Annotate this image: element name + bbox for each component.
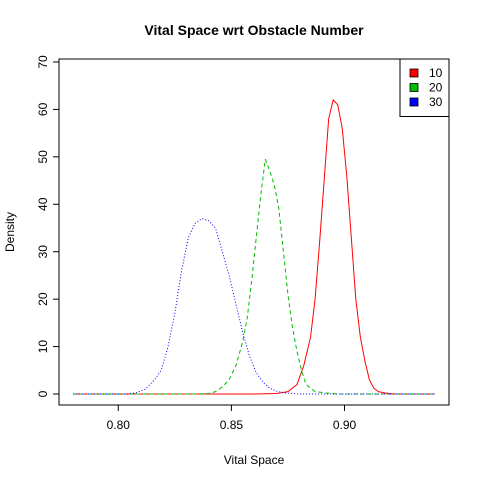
legend-label-10: 10 [429, 66, 443, 80]
x-tick-label: 0.90 [333, 418, 357, 432]
series-line-20 [73, 159, 435, 395]
y-tick-label: 70 [36, 55, 50, 69]
y-axis-label: Density [3, 212, 17, 252]
x-axis-label: Vital Space [224, 453, 285, 467]
legend-swatch-30 [409, 97, 419, 107]
y-axis: 0 10 20 30 40 50 60 70 [36, 55, 60, 397]
x-tick-label: 0.80 [107, 418, 131, 432]
y-tick-label: 60 [36, 102, 50, 116]
legend-swatch-20 [409, 83, 419, 92]
y-tick-label: 40 [36, 197, 50, 211]
series-layer [73, 98, 435, 395]
plot-area-frame [58, 58, 450, 406]
legend-label-20: 20 [429, 81, 443, 95]
legend-label-30: 30 [429, 95, 443, 109]
series-line-10 [73, 98, 435, 395]
chart-title: Vital Space wrt Obstacle Number [144, 22, 364, 38]
legend-swatch-10 [409, 68, 419, 78]
y-tick-label: 0 [36, 390, 50, 397]
x-tick-label: 0.85 [220, 418, 244, 432]
y-tick-label: 10 [36, 340, 50, 354]
y-tick-label: 20 [36, 292, 50, 306]
legend-box [399, 58, 450, 117]
y-tick-label: 50 [36, 150, 50, 164]
series-line-30 [73, 217, 435, 395]
y-tick-label: 30 [36, 245, 50, 259]
x-axis: 0.80 0.85 0.90 [107, 404, 357, 432]
